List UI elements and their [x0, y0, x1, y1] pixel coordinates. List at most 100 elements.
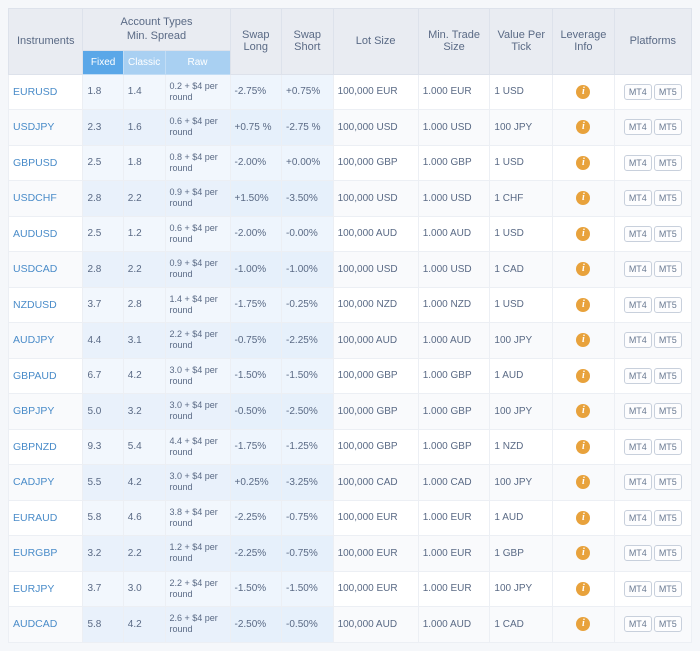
mt5-button[interactable]: MT5	[654, 119, 682, 135]
mt5-button[interactable]: MT5	[654, 616, 682, 632]
cell-instrument[interactable]: EURJPY	[9, 571, 83, 607]
cell-instrument[interactable]: NZDUSD	[9, 287, 83, 323]
mt5-button[interactable]: MT5	[654, 581, 682, 597]
cell-instrument[interactable]: EURGBP	[9, 536, 83, 572]
header-min-trade[interactable]: Min. Trade Size	[418, 9, 490, 75]
subheader-raw[interactable]: Raw	[165, 50, 230, 74]
info-icon[interactable]: i	[576, 298, 590, 312]
cell-leverage-info[interactable]: i	[553, 216, 614, 252]
table-row: AUDCAD5.84.22.6 + $4 per round-2.50%-0.5…	[9, 607, 692, 643]
cell-leverage-info[interactable]: i	[553, 536, 614, 572]
info-icon[interactable]: i	[576, 85, 590, 99]
cell-platforms: MT4MT5	[614, 287, 691, 323]
cell-leverage-info[interactable]: i	[553, 429, 614, 465]
cell-leverage-info[interactable]: i	[553, 465, 614, 501]
cell-leverage-info[interactable]: i	[553, 74, 614, 110]
info-icon[interactable]: i	[576, 511, 590, 525]
mt5-button[interactable]: MT5	[654, 510, 682, 526]
header-leverage-info[interactable]: Leverage Info	[553, 9, 614, 75]
cell-instrument[interactable]: AUDUSD	[9, 216, 83, 252]
cell-leverage-info[interactable]: i	[553, 181, 614, 217]
mt4-button[interactable]: MT4	[624, 545, 652, 561]
info-icon[interactable]: i	[576, 617, 590, 631]
subheader-fixed[interactable]: Fixed	[83, 50, 123, 74]
mt4-button[interactable]: MT4	[624, 510, 652, 526]
header-instruments[interactable]: Instruments	[9, 9, 83, 75]
cell-instrument[interactable]: USDCHF	[9, 181, 83, 217]
cell-leverage-info[interactable]: i	[553, 607, 614, 643]
info-icon[interactable]: i	[576, 156, 590, 170]
header-swap-long[interactable]: Swap Long	[230, 9, 282, 75]
info-icon[interactable]: i	[576, 227, 590, 241]
info-icon[interactable]: i	[576, 404, 590, 418]
cell-leverage-info[interactable]: i	[553, 394, 614, 430]
cell-leverage-info[interactable]: i	[553, 110, 614, 146]
mt5-button[interactable]: MT5	[654, 226, 682, 242]
cell-leverage-info[interactable]: i	[553, 323, 614, 359]
mt4-button[interactable]: MT4	[624, 581, 652, 597]
info-icon[interactable]: i	[576, 475, 590, 489]
info-icon[interactable]: i	[576, 120, 590, 134]
mt4-button[interactable]: MT4	[624, 403, 652, 419]
mt5-button[interactable]: MT5	[654, 332, 682, 348]
cell-leverage-info[interactable]: i	[553, 252, 614, 288]
cell-leverage-info[interactable]: i	[553, 358, 614, 394]
spreads-table: Instruments Account Types Min. Spread Sw…	[8, 8, 692, 643]
mt4-button[interactable]: MT4	[624, 297, 652, 313]
mt4-button[interactable]: MT4	[624, 332, 652, 348]
mt5-button[interactable]: MT5	[654, 297, 682, 313]
header-swap-short[interactable]: Swap Short	[282, 9, 334, 75]
cell-fixed-spread: 4.4	[83, 323, 123, 359]
mt5-button[interactable]: MT5	[654, 439, 682, 455]
header-lot-size[interactable]: Lot Size	[333, 9, 418, 75]
subheader-classic[interactable]: Classic	[123, 50, 165, 74]
cell-instrument[interactable]: AUDCAD	[9, 607, 83, 643]
mt4-button[interactable]: MT4	[624, 368, 652, 384]
cell-instrument[interactable]: USDCAD	[9, 252, 83, 288]
mt5-button[interactable]: MT5	[654, 474, 682, 490]
mt4-button[interactable]: MT4	[624, 474, 652, 490]
cell-instrument[interactable]: GBPUSD	[9, 145, 83, 181]
mt4-button[interactable]: MT4	[624, 261, 652, 277]
info-icon[interactable]: i	[576, 546, 590, 560]
cell-instrument[interactable]: GBPJPY	[9, 394, 83, 430]
cell-instrument[interactable]: AUDJPY	[9, 323, 83, 359]
cell-leverage-info[interactable]: i	[553, 571, 614, 607]
mt5-button[interactable]: MT5	[654, 545, 682, 561]
mt5-button[interactable]: MT5	[654, 368, 682, 384]
cell-swap-short: -1.50%	[282, 358, 334, 394]
cell-instrument[interactable]: EURUSD	[9, 74, 83, 110]
cell-instrument[interactable]: GBPAUD	[9, 358, 83, 394]
cell-instrument[interactable]: CADJPY	[9, 465, 83, 501]
mt4-button[interactable]: MT4	[624, 439, 652, 455]
cell-fixed-spread: 5.8	[83, 500, 123, 536]
info-icon[interactable]: i	[576, 582, 590, 596]
mt4-button[interactable]: MT4	[624, 155, 652, 171]
mt5-button[interactable]: MT5	[654, 84, 682, 100]
info-icon[interactable]: i	[576, 191, 590, 205]
cell-leverage-info[interactable]: i	[553, 287, 614, 323]
cell-instrument[interactable]: USDJPY	[9, 110, 83, 146]
cell-instrument[interactable]: GBPNZD	[9, 429, 83, 465]
header-value-per-tick[interactable]: Value Per Tick	[490, 9, 553, 75]
cell-leverage-info[interactable]: i	[553, 500, 614, 536]
mt5-button[interactable]: MT5	[654, 190, 682, 206]
info-icon[interactable]: i	[576, 369, 590, 383]
cell-lot-size: 100,000 EUR	[333, 571, 418, 607]
info-icon[interactable]: i	[576, 440, 590, 454]
info-icon[interactable]: i	[576, 262, 590, 276]
mt5-button[interactable]: MT5	[654, 261, 682, 277]
cell-leverage-info[interactable]: i	[553, 145, 614, 181]
mt4-button[interactable]: MT4	[624, 190, 652, 206]
mt4-button[interactable]: MT4	[624, 84, 652, 100]
mt4-button[interactable]: MT4	[624, 119, 652, 135]
mt4-button[interactable]: MT4	[624, 616, 652, 632]
info-icon[interactable]: i	[576, 333, 590, 347]
table-row: GBPJPY5.03.23.0 + $4 per round-0.50%-2.5…	[9, 394, 692, 430]
mt4-button[interactable]: MT4	[624, 226, 652, 242]
cell-fixed-spread: 5.8	[83, 607, 123, 643]
mt5-button[interactable]: MT5	[654, 155, 682, 171]
header-platforms[interactable]: Platforms	[614, 9, 691, 75]
cell-instrument[interactable]: EURAUD	[9, 500, 83, 536]
mt5-button[interactable]: MT5	[654, 403, 682, 419]
